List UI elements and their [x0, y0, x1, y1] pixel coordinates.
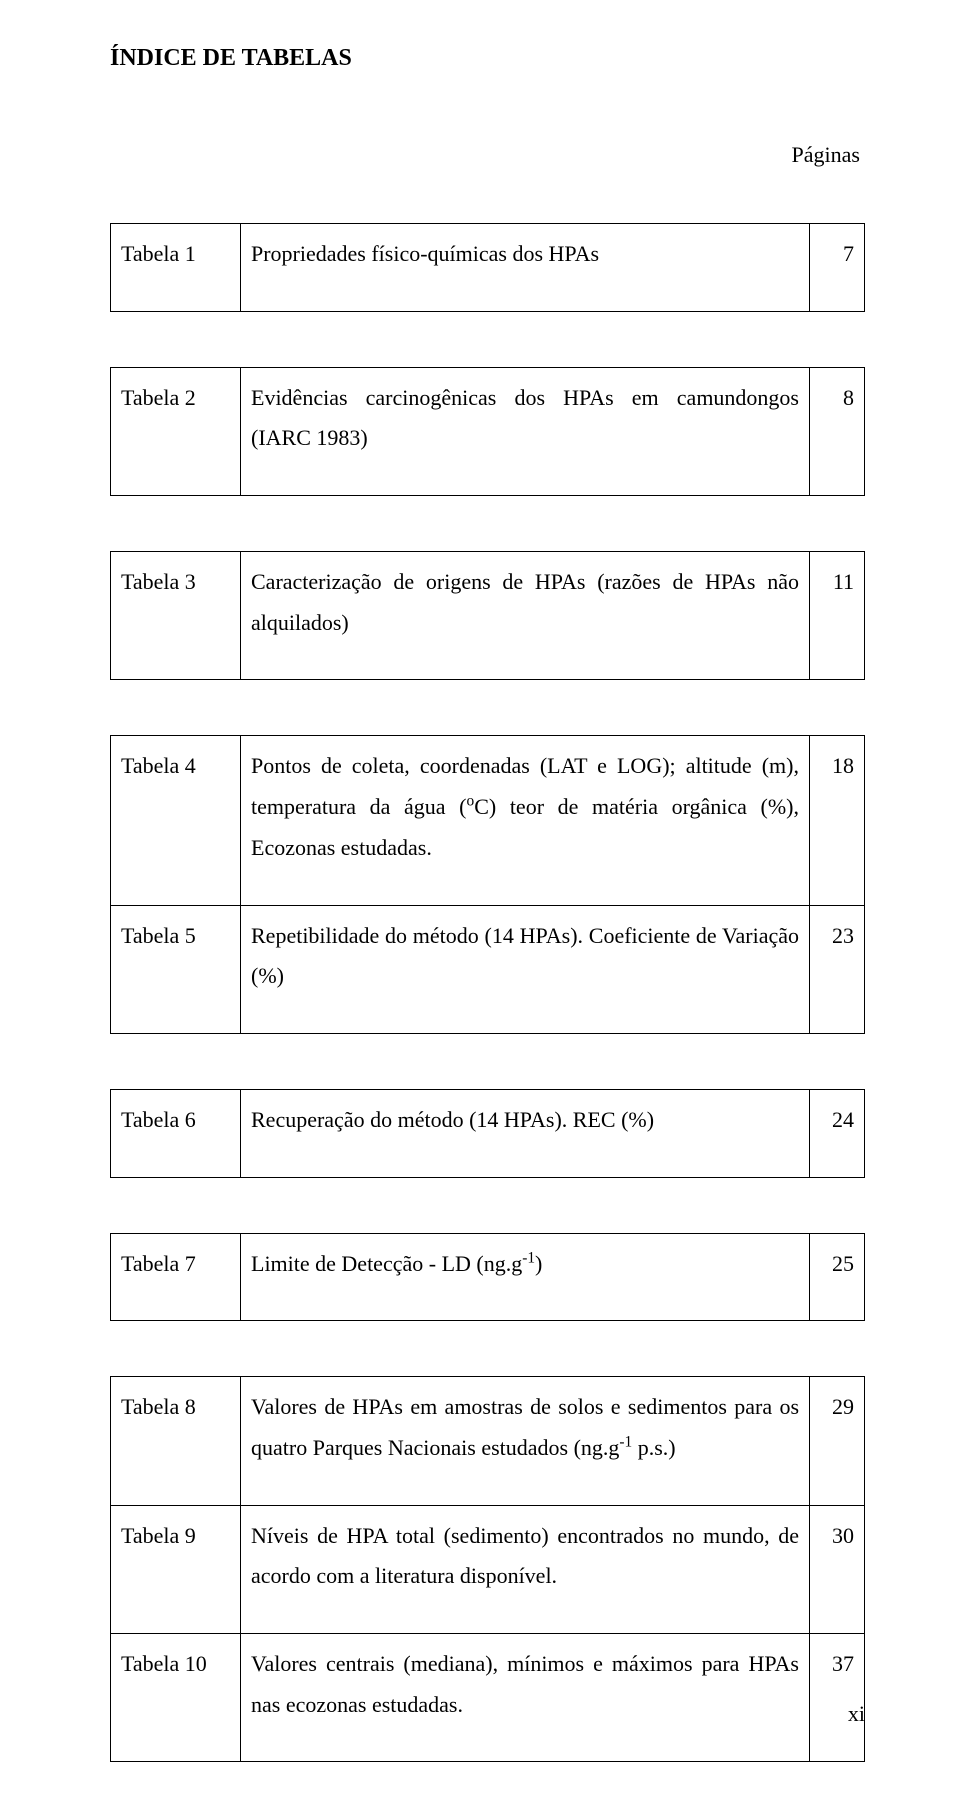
table-page-cell: 11	[810, 552, 865, 680]
table-row: Tabela 6Recuperação do método (14 HPAs).…	[111, 1089, 865, 1177]
table-page-cell: 7	[810, 224, 865, 312]
table-page-cell: 37	[810, 1634, 865, 1762]
table-page-cell: 25	[810, 1233, 865, 1321]
page-heading: ÍNDICE DE TABELAS	[110, 45, 865, 72]
table-label-cell: Tabela 6	[111, 1089, 241, 1177]
table-description-cell: Valores de HPAs em amostras de solos e s…	[241, 1377, 810, 1505]
index-table: Tabela 7Limite de Detecção - LD (ng.g-1)…	[110, 1233, 865, 1322]
tables-container: Tabela 1Propriedades físico-químicas dos…	[110, 223, 865, 1762]
table-description-cell: Propriedades físico-químicas dos HPAs	[241, 224, 810, 312]
table-description-cell: Pontos de coleta, coordenadas (LAT e LOG…	[241, 736, 810, 905]
index-table: Tabela 3Caracterização de origens de HPA…	[110, 551, 865, 680]
table-description-cell: Repetibilidade do método (14 HPAs). Coef…	[241, 905, 810, 1033]
index-table: Tabela 6Recuperação do método (14 HPAs).…	[110, 1089, 865, 1178]
table-row: Tabela 9Níveis de HPA total (sedimento) …	[111, 1505, 865, 1633]
table-page-cell: 8	[810, 367, 865, 495]
table-row: Tabela 4Pontos de coleta, coordenadas (L…	[111, 736, 865, 905]
index-table: Tabela 8Valores de HPAs em amostras de s…	[110, 1376, 865, 1762]
table-page-cell: 18	[810, 736, 865, 905]
table-description-cell: Limite de Detecção - LD (ng.g-1)	[241, 1233, 810, 1321]
table-row: Tabela 1Propriedades físico-químicas dos…	[111, 224, 865, 312]
table-description-cell: Evidências carcinogênicas dos HPAs em ca…	[241, 367, 810, 495]
table-row: Tabela 3Caracterização de origens de HPA…	[111, 552, 865, 680]
page-number: xi	[848, 1701, 865, 1727]
table-description-cell: Recuperação do método (14 HPAs). REC (%)	[241, 1089, 810, 1177]
table-label-cell: Tabela 5	[111, 905, 241, 1033]
table-row: Tabela 5Repetibilidade do método (14 HPA…	[111, 905, 865, 1033]
table-description-cell: Valores centrais (mediana), mínimos e má…	[241, 1634, 810, 1762]
paginas-label: Páginas	[110, 142, 865, 168]
index-table: Tabela 2Evidências carcinogênicas dos HP…	[110, 367, 865, 496]
index-table: Tabela 4Pontos de coleta, coordenadas (L…	[110, 735, 865, 1033]
table-description-cell: Caracterização de origens de HPAs (razõe…	[241, 552, 810, 680]
table-label-cell: Tabela 8	[111, 1377, 241, 1505]
table-row: Tabela 10Valores centrais (mediana), mín…	[111, 1634, 865, 1762]
index-table: Tabela 1Propriedades físico-químicas dos…	[110, 223, 865, 312]
table-row: Tabela 2Evidências carcinogênicas dos HP…	[111, 367, 865, 495]
table-page-cell: 30	[810, 1505, 865, 1633]
table-page-cell: 23	[810, 905, 865, 1033]
table-label-cell: Tabela 3	[111, 552, 241, 680]
table-row: Tabela 7Limite de Detecção - LD (ng.g-1)…	[111, 1233, 865, 1321]
table-page-cell: 29	[810, 1377, 865, 1505]
table-description-cell: Níveis de HPA total (sedimento) encontra…	[241, 1505, 810, 1633]
table-page-cell: 24	[810, 1089, 865, 1177]
table-row: Tabela 8Valores de HPAs em amostras de s…	[111, 1377, 865, 1505]
table-label-cell: Tabela 1	[111, 224, 241, 312]
table-label-cell: Tabela 10	[111, 1634, 241, 1762]
table-label-cell: Tabela 2	[111, 367, 241, 495]
table-label-cell: Tabela 4	[111, 736, 241, 905]
table-label-cell: Tabela 7	[111, 1233, 241, 1321]
table-label-cell: Tabela 9	[111, 1505, 241, 1633]
